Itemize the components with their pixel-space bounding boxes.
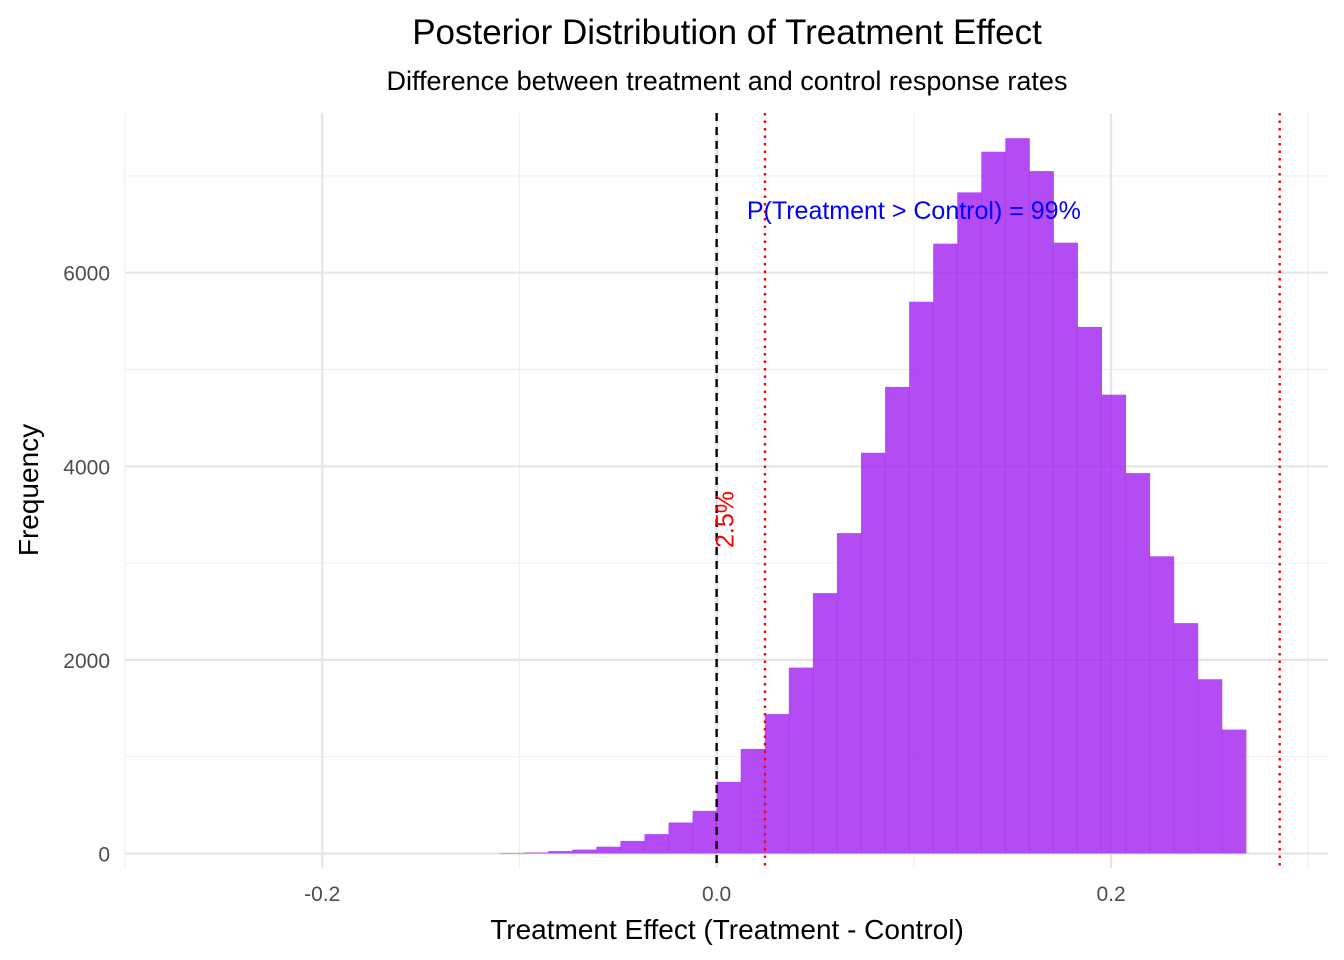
histogram-bar [933, 243, 958, 854]
interval-label: 2.5% [712, 491, 740, 548]
probability-annotation: P(Treatment > Control) = 99% [747, 197, 1081, 225]
reference-lines [715, 113, 1281, 868]
x-tick-label: 0.2 [1096, 883, 1125, 906]
histogram-bar [596, 846, 621, 854]
histogram-bar [548, 851, 573, 854]
chart-subtitle: Difference between treatment and control… [387, 66, 1068, 96]
histogram-bar [764, 714, 790, 854]
histogram-bar [1149, 556, 1175, 854]
y-tick-label: 6000 [63, 263, 110, 286]
histogram-bar [572, 849, 597, 854]
histogram-bar [1125, 473, 1151, 854]
histogram-bar [1005, 138, 1030, 854]
x-axis: -0.2 0.0 0.2 [304, 883, 1126, 906]
histogram-bar [740, 748, 766, 854]
y-axis: 0 2000 4000 6000 [63, 263, 110, 867]
x-axis-title: Treatment Effect (Treatment - Control) [490, 914, 964, 945]
histogram-bar [1173, 623, 1199, 854]
histogram-bar [812, 593, 838, 854]
histogram-bar [668, 822, 693, 854]
histogram-bar [524, 852, 549, 854]
histogram-bar [909, 301, 934, 854]
histogram-bar [716, 781, 742, 854]
histogram-bar [1101, 394, 1127, 854]
x-tick-label: 0.0 [702, 883, 731, 906]
histogram-bar [692, 810, 718, 854]
histogram-bar [836, 533, 862, 854]
histogram-bar [644, 834, 669, 854]
histogram-bar [1197, 679, 1223, 854]
y-tick-label: 2000 [63, 650, 110, 673]
histogram-bar [957, 192, 982, 854]
histogram-bar [1077, 326, 1102, 854]
y-axis-title: Frequency [13, 424, 44, 556]
chart-title: Posterior Distribution of Treatment Effe… [412, 13, 1042, 52]
histogram-bar [1053, 242, 1078, 854]
x-tick-label: -0.2 [304, 883, 340, 906]
y-tick-label: 4000 [63, 456, 110, 479]
bars [500, 138, 1247, 854]
y-tick-label: 0 [98, 843, 110, 866]
histogram-bar [860, 452, 886, 854]
histogram-bar [1221, 729, 1247, 854]
histogram-bar [620, 840, 645, 854]
histogram-bar [885, 386, 910, 854]
annotations: P(Treatment > Control) = 99% 2.5% [712, 197, 1081, 548]
histogram-bar [1029, 171, 1054, 854]
histogram-bar [981, 151, 1006, 854]
histogram-bar [788, 667, 814, 854]
